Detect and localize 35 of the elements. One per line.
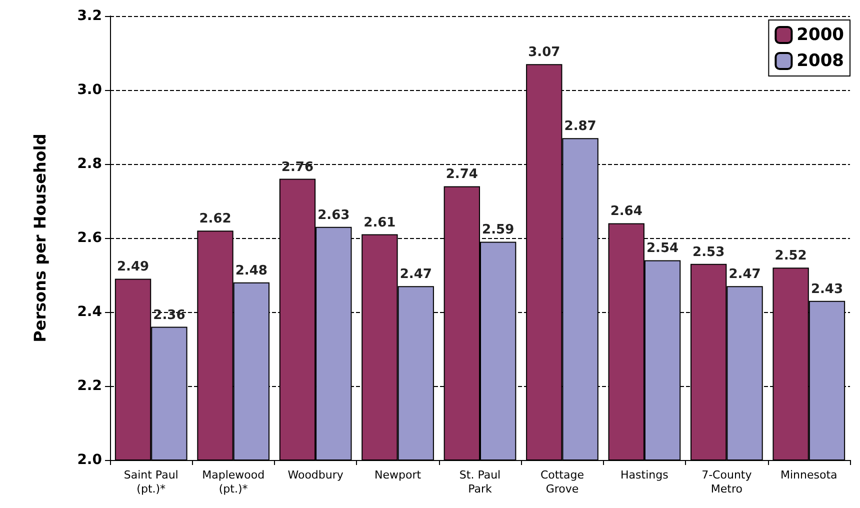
y-tick-label: 2.8 [77,156,102,172]
data-label: 2.63 [318,208,350,223]
x-tick-label: Cottage Grove [540,468,584,496]
data-label: 2.59 [482,222,514,238]
data-label: 2.87 [564,119,596,134]
y-tick-label: 3.0 [77,82,102,98]
legend-label: 2000 [796,25,844,45]
data-label: 2.47 [728,267,761,282]
x-tick-label: Saint Paul (pt.)* [124,468,178,496]
legend-label: 2008 [796,51,844,71]
y-tick-label: 2.4 [77,304,102,320]
y-axis-title: Persons per Household [30,134,50,342]
x-tick-label: 7-County Metro [702,468,752,496]
data-label: 2.48 [235,263,268,278]
y-tick-label: 2.6 [77,230,102,246]
data-label: 2.62 [199,212,232,227]
x-tick-label: Newport [374,468,422,482]
data-label: 2.47 [400,267,432,282]
y-tick-label: 3.2 [77,8,102,24]
data-label: 3.07 [528,45,560,60]
x-tick-label: Maplewood (pt.)* [202,468,265,496]
data-label: 2.61 [364,215,396,230]
x-tick-label: Hastings [620,468,669,482]
x-tick-label: Woodbury [288,468,344,482]
data-label: 2.43 [810,282,844,297]
data-label: 2.64 [610,204,642,220]
data-label: 2.53 [692,244,725,260]
data-label: 2.54 [646,241,679,256]
x-tick-label: St. Paul Park [459,468,501,496]
data-label: 2.49 [116,260,150,275]
y-tick-label: 2.2 [77,378,102,394]
data-label: 2.74 [446,167,478,182]
x-tick-label: Minnesota [780,468,838,482]
y-tick-label: 2.0 [77,452,102,468]
data-label: 2.52 [774,248,807,264]
